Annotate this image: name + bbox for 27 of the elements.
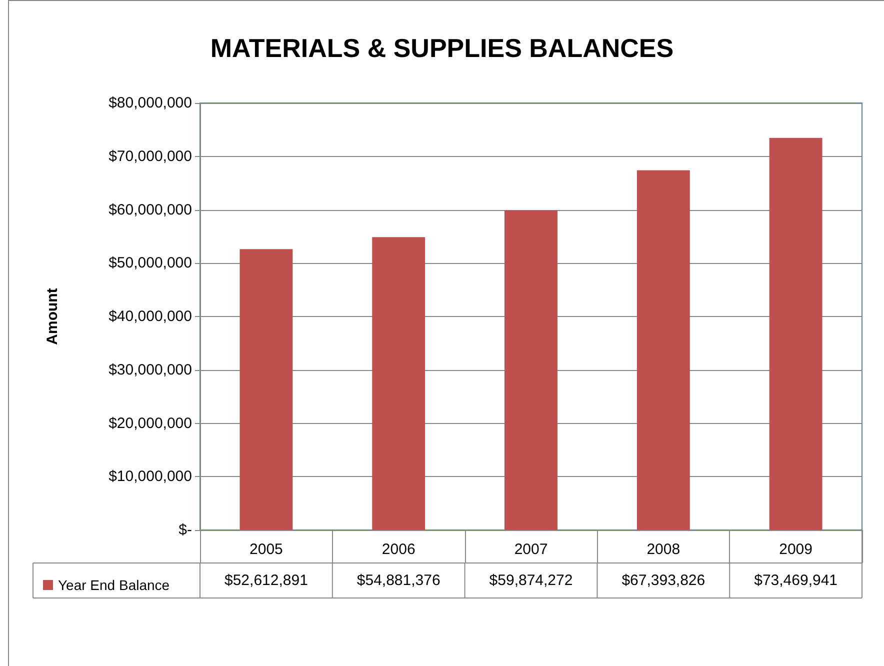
y-tick-label: $40,000,000 [108,308,192,325]
y-tick-label: $80,000,000 [108,94,192,112]
data-label: $54,881,376 [356,572,440,589]
y-tick-label: $10,000,000 [108,468,192,486]
bar [240,249,293,530]
data-label: $59,874,272 [489,572,573,589]
data-label: $52,612,891 [224,572,308,589]
y-tick-label: $20,000,000 [108,414,192,432]
y-tick-label: $60,000,000 [108,201,192,218]
y-tick-label: $- [178,522,192,538]
bar [769,138,822,530]
legend-label: Year End Balance [58,577,170,593]
y-tick-label: $30,000,000 [108,361,192,378]
y-axis-title: Amount [44,288,61,345]
bar [504,210,558,530]
x-tick-label: 2009 [779,541,812,558]
bar [636,170,690,530]
x-tick-label: 2006 [382,541,416,558]
y-tick-label: $70,000,000 [108,148,192,165]
chart-title: MATERIALS & SUPPLIES BALANCES [210,33,674,63]
bar [372,237,426,530]
x-tick-label: 2008 [646,541,680,558]
x-tick-label: 2007 [514,541,548,558]
data-label: $73,469,941 [754,572,838,589]
x-tick-label: 2005 [250,541,283,558]
y-tick-label: $50,000,000 [108,254,192,272]
data-label: $67,393,826 [622,572,706,589]
